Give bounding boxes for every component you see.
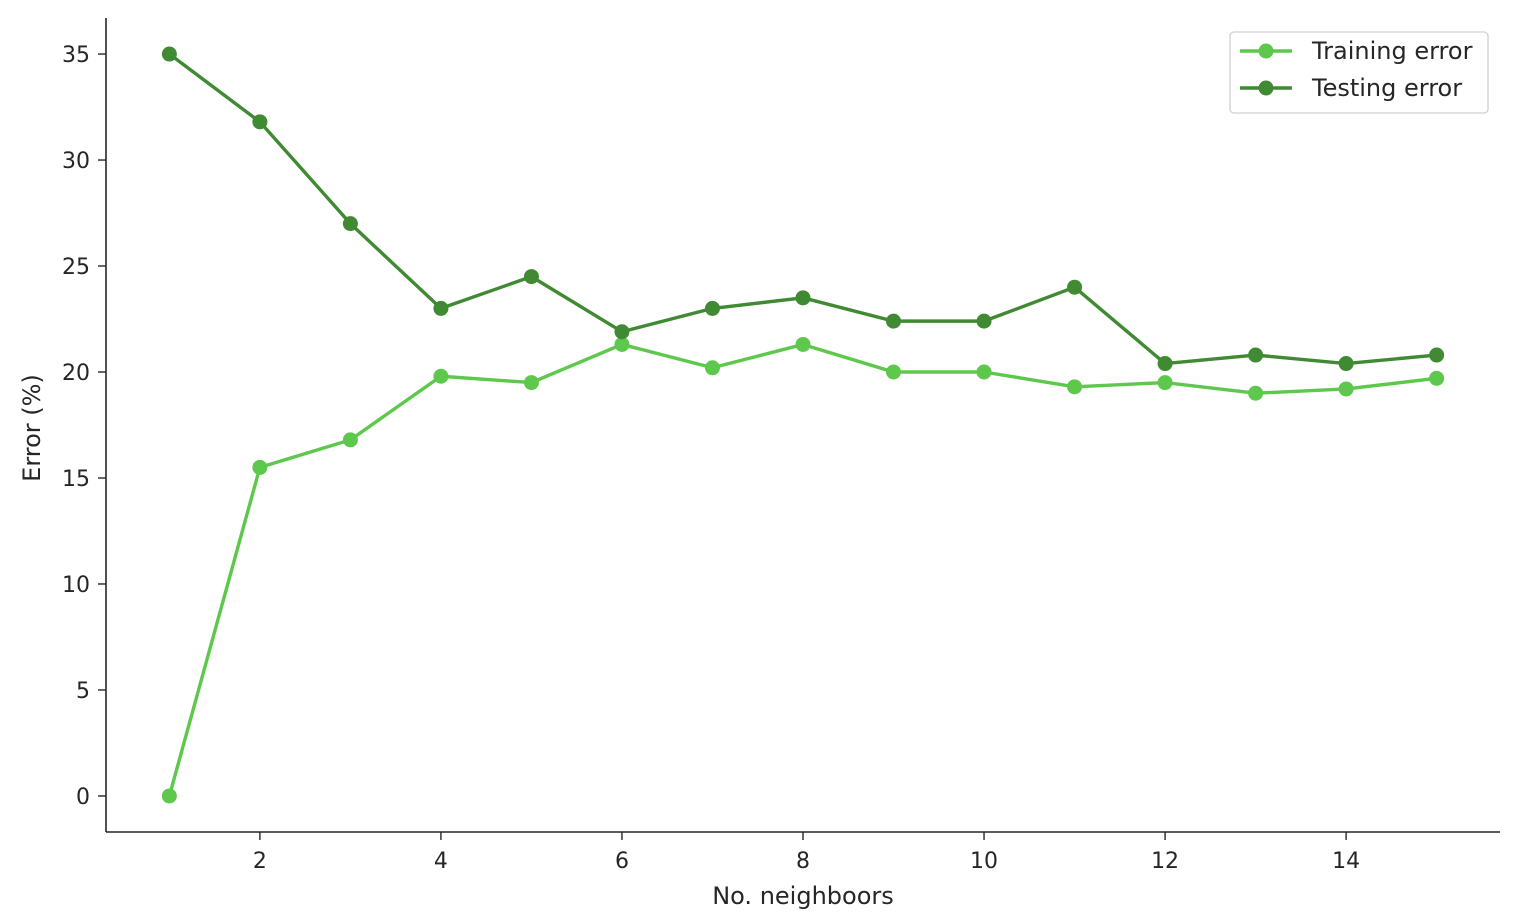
data-point [252, 114, 268, 130]
x-tick-label: 8 [796, 849, 810, 874]
data-point [886, 313, 902, 329]
x-tick-label: 4 [434, 849, 448, 874]
data-point [1067, 279, 1083, 295]
data-point [1338, 356, 1354, 372]
legend-label: Testing error [1311, 74, 1462, 102]
data-point [161, 46, 177, 62]
data-point [433, 300, 449, 316]
legend-item: Training error [1240, 37, 1473, 65]
data-point [704, 300, 720, 316]
y-tick-label: 15 [62, 467, 90, 492]
x-tick-label: 12 [1151, 849, 1179, 874]
series-training-error [161, 336, 1445, 804]
data-point [342, 216, 358, 232]
y-tick-label: 10 [62, 573, 90, 598]
legend-marker [1258, 80, 1274, 96]
data-point [704, 360, 720, 376]
x-tick-label: 14 [1332, 849, 1360, 874]
data-point [342, 432, 358, 448]
axes: 0 5 10 15 20 25 30 35 2 4 6 8 10 12 14 [62, 18, 1500, 874]
data-point [523, 375, 539, 391]
x-tick-label: 10 [970, 849, 998, 874]
y-tick-label: 35 [62, 43, 90, 68]
data-point [161, 788, 177, 804]
legend-label: Training error [1311, 37, 1473, 65]
data-point [1429, 370, 1445, 386]
data-point [1248, 385, 1264, 401]
series-testing-error [161, 46, 1445, 372]
y-axis-label: Error (%) [18, 374, 46, 482]
data-point [614, 324, 630, 340]
data-point [976, 313, 992, 329]
y-tick-label: 0 [76, 785, 90, 810]
data-point [1429, 347, 1445, 363]
y-tick-label: 25 [62, 255, 90, 280]
data-point [795, 290, 811, 306]
legend-item: Testing error [1240, 74, 1462, 102]
data-point [1157, 356, 1173, 372]
data-point [976, 364, 992, 380]
data-point [523, 269, 539, 285]
x-tick-label: 6 [615, 849, 629, 874]
series-layer [161, 46, 1445, 804]
x-axis-label: No. neighboors [712, 882, 894, 910]
data-point [886, 364, 902, 380]
data-point [1248, 347, 1264, 363]
y-tick-label: 20 [62, 361, 90, 386]
data-point [614, 336, 630, 352]
x-tick-label: 2 [253, 849, 267, 874]
data-point [1338, 381, 1354, 397]
data-point [1157, 375, 1173, 391]
y-tick-label: 5 [76, 679, 90, 704]
data-point [1067, 379, 1083, 395]
data-point [795, 336, 811, 352]
data-point [433, 368, 449, 384]
series-line [167, 342, 1437, 797]
y-tick-label: 30 [62, 149, 90, 174]
data-point [252, 459, 268, 475]
legend-frame [1229, 31, 1489, 114]
legend: Training error Testing error [1229, 31, 1489, 114]
legend-marker [1258, 43, 1274, 59]
